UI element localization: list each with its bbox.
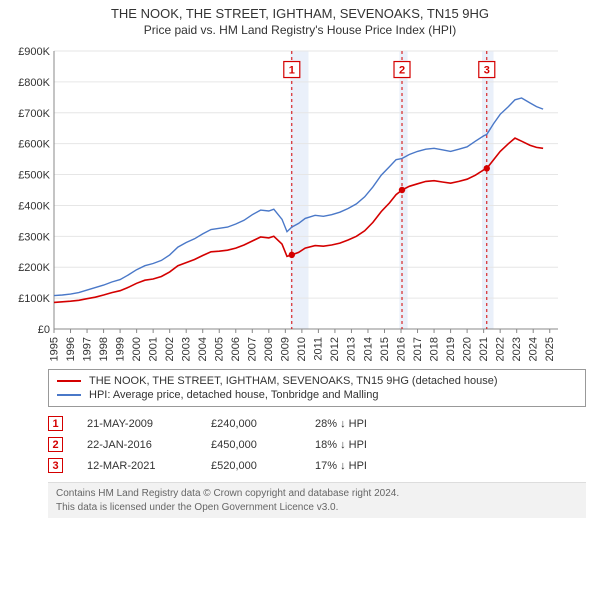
- svg-text:2014: 2014: [362, 337, 374, 361]
- svg-text:2018: 2018: [428, 337, 440, 361]
- legend-item: HPI: Average price, detached house, Tonb…: [57, 388, 577, 402]
- sales-price: £450,000: [211, 439, 291, 451]
- legend-swatch: [57, 394, 81, 396]
- footer-line-1: Contains HM Land Registry data © Crown c…: [56, 487, 578, 501]
- svg-text:2013: 2013: [346, 337, 358, 361]
- sales-delta: 28% ↓ HPI: [315, 418, 415, 430]
- svg-text:2005: 2005: [214, 337, 226, 361]
- footer-line-2: This data is licensed under the Open Gov…: [56, 501, 578, 515]
- svg-text:2024: 2024: [528, 337, 540, 361]
- chart-subtitle: Price paid vs. HM Land Registry's House …: [10, 23, 590, 37]
- svg-text:1997: 1997: [81, 337, 93, 361]
- svg-text:2016: 2016: [395, 337, 407, 361]
- sales-date: 21-MAY-2009: [87, 418, 187, 430]
- sales-price: £240,000: [211, 418, 291, 430]
- svg-text:2021: 2021: [478, 337, 490, 361]
- svg-text:2015: 2015: [379, 337, 391, 361]
- sales-price: £520,000: [211, 460, 291, 472]
- svg-text:2019: 2019: [445, 337, 457, 361]
- sales-delta: 17% ↓ HPI: [315, 460, 415, 472]
- svg-text:2017: 2017: [412, 337, 424, 361]
- svg-text:£700K: £700K: [18, 108, 50, 120]
- svg-text:2007: 2007: [247, 337, 259, 361]
- sales-date: 12-MAR-2021: [87, 460, 187, 472]
- svg-text:£100K: £100K: [18, 293, 50, 305]
- sales-row: 2 22-JAN-2016 £450,000 18% ↓ HPI: [48, 434, 586, 455]
- sales-marker: 1: [48, 416, 63, 431]
- svg-text:2009: 2009: [280, 337, 292, 361]
- svg-text:2001: 2001: [147, 337, 159, 361]
- svg-text:£900K: £900K: [18, 46, 50, 58]
- svg-text:2022: 2022: [494, 337, 506, 361]
- sales-date: 22-JAN-2016: [87, 439, 187, 451]
- svg-text:1995: 1995: [48, 337, 60, 361]
- legend-item: THE NOOK, THE STREET, IGHTHAM, SEVENOAKS…: [57, 374, 577, 388]
- legend-label: HPI: Average price, detached house, Tonb…: [89, 389, 378, 401]
- svg-text:2004: 2004: [197, 337, 209, 361]
- sales-marker: 2: [48, 437, 63, 452]
- svg-text:£600K: £600K: [18, 139, 50, 151]
- svg-text:£200K: £200K: [18, 262, 50, 274]
- sales-row: 1 21-MAY-2009 £240,000 28% ↓ HPI: [48, 413, 586, 434]
- svg-text:2006: 2006: [230, 337, 242, 361]
- svg-text:£500K: £500K: [18, 170, 50, 182]
- svg-text:3: 3: [484, 65, 490, 77]
- svg-text:2003: 2003: [180, 337, 192, 361]
- sales-table: 1 21-MAY-2009 £240,000 28% ↓ HPI 2 22-JAN-201…: [48, 413, 586, 476]
- sales-marker: 3: [48, 458, 63, 473]
- svg-text:2010: 2010: [296, 337, 308, 361]
- svg-text:£800K: £800K: [18, 77, 50, 89]
- svg-text:2: 2: [399, 65, 405, 77]
- svg-text:1998: 1998: [98, 337, 110, 361]
- svg-text:£300K: £300K: [18, 231, 50, 243]
- svg-text:2011: 2011: [313, 337, 325, 361]
- svg-text:2020: 2020: [461, 337, 473, 361]
- footer-attribution: Contains HM Land Registry data © Crown c…: [48, 482, 586, 518]
- svg-text:1: 1: [289, 65, 295, 77]
- legend-swatch: [57, 380, 81, 382]
- svg-text:£0: £0: [38, 324, 50, 336]
- chart-title: THE NOOK, THE STREET, IGHTHAM, SEVENOAKS…: [10, 6, 590, 21]
- sales-delta: 18% ↓ HPI: [315, 439, 415, 451]
- svg-text:2025: 2025: [544, 337, 556, 361]
- svg-text:£400K: £400K: [18, 200, 50, 212]
- svg-text:2008: 2008: [263, 337, 275, 361]
- svg-text:2002: 2002: [164, 337, 176, 361]
- sales-row: 3 12-MAR-2021 £520,000 17% ↓ HPI: [48, 455, 586, 476]
- chart-svg: £0 £100K £200K £300K £400K £500K £600K £700K £80…: [8, 43, 568, 363]
- svg-text:2000: 2000: [131, 337, 143, 361]
- svg-text:1996: 1996: [65, 337, 77, 361]
- title-block: THE NOOK, THE STREET, IGHTHAM, SEVENOAKS…: [0, 0, 600, 39]
- legend: THE NOOK, THE STREET, IGHTHAM, SEVENOAKS…: [48, 369, 586, 407]
- svg-text:2012: 2012: [329, 337, 341, 361]
- svg-text:1999: 1999: [114, 337, 126, 361]
- svg-text:2023: 2023: [511, 337, 523, 361]
- chart-area: £0 £100K £200K £300K £400K £500K £600K £700K £80…: [8, 43, 586, 363]
- legend-label: THE NOOK, THE STREET, IGHTHAM, SEVENOAKS…: [89, 375, 498, 387]
